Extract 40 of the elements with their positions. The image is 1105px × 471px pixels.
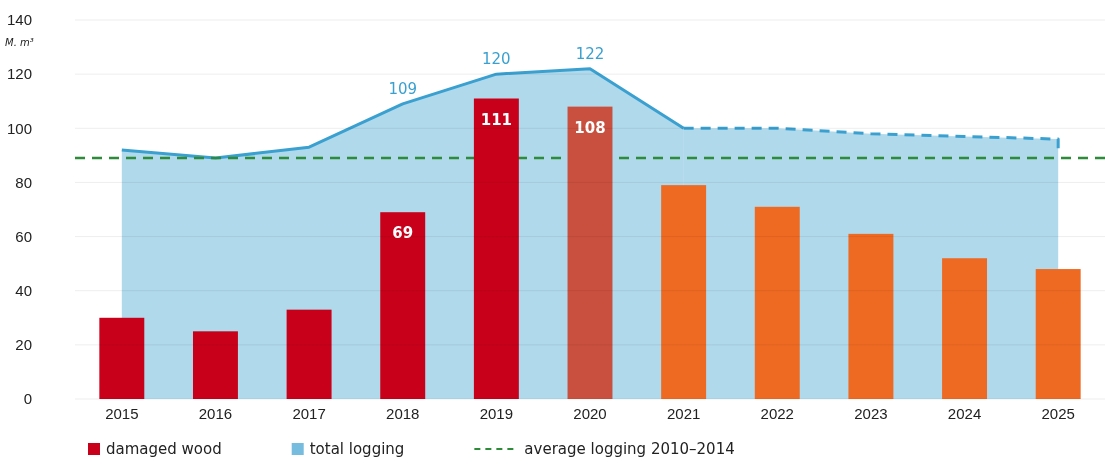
legend-label: damaged wood [106, 440, 222, 458]
y-tick-label: 40 [15, 282, 32, 300]
x-tick-label: 2021 [666, 404, 701, 422]
bar [661, 185, 707, 399]
y-axis-title: M. m³ [5, 37, 34, 48]
x-tick-label: 2019 [479, 404, 514, 422]
data-label: 108 [574, 118, 606, 137]
y-tick-label: 20 [15, 336, 32, 354]
x-tick-label: 2020 [573, 404, 607, 422]
x-tick-label: 2022 [760, 404, 794, 422]
bar [286, 309, 332, 399]
bar [473, 98, 519, 399]
data-label: 109 [388, 79, 418, 98]
bar [1035, 269, 1081, 399]
data-label: 120 [482, 50, 511, 69]
y-tick-label: 0 [23, 390, 32, 408]
x-tick-label: 2017 [292, 404, 326, 422]
y-tick-label: 80 [15, 173, 32, 191]
data-label: 122 [575, 44, 605, 63]
legend-label: total logging [309, 440, 405, 458]
bar [848, 233, 894, 399]
bar [754, 206, 800, 399]
data-label: 69 [392, 224, 414, 243]
x-tick-label: 2024 [947, 404, 982, 422]
y-tick-label: 100 [6, 119, 32, 137]
x-tick-label: 2023 [854, 404, 888, 422]
bar [192, 331, 238, 399]
x-tick-label: 2025 [1041, 404, 1075, 422]
y-tick-label: 60 [15, 227, 32, 245]
data-label: 111 [480, 110, 513, 129]
bar [567, 106, 613, 399]
x-tick-label: 2018 [386, 404, 420, 422]
y-tick-label: 120 [6, 65, 32, 83]
legend-label: average logging 2010–2014 [524, 440, 735, 458]
bar [380, 212, 426, 399]
bar [942, 258, 988, 399]
x-tick-label: 2015 [105, 404, 139, 422]
y-tick-label: 140 [6, 11, 32, 29]
bar [99, 317, 145, 399]
x-tick-label: 2016 [198, 404, 233, 422]
